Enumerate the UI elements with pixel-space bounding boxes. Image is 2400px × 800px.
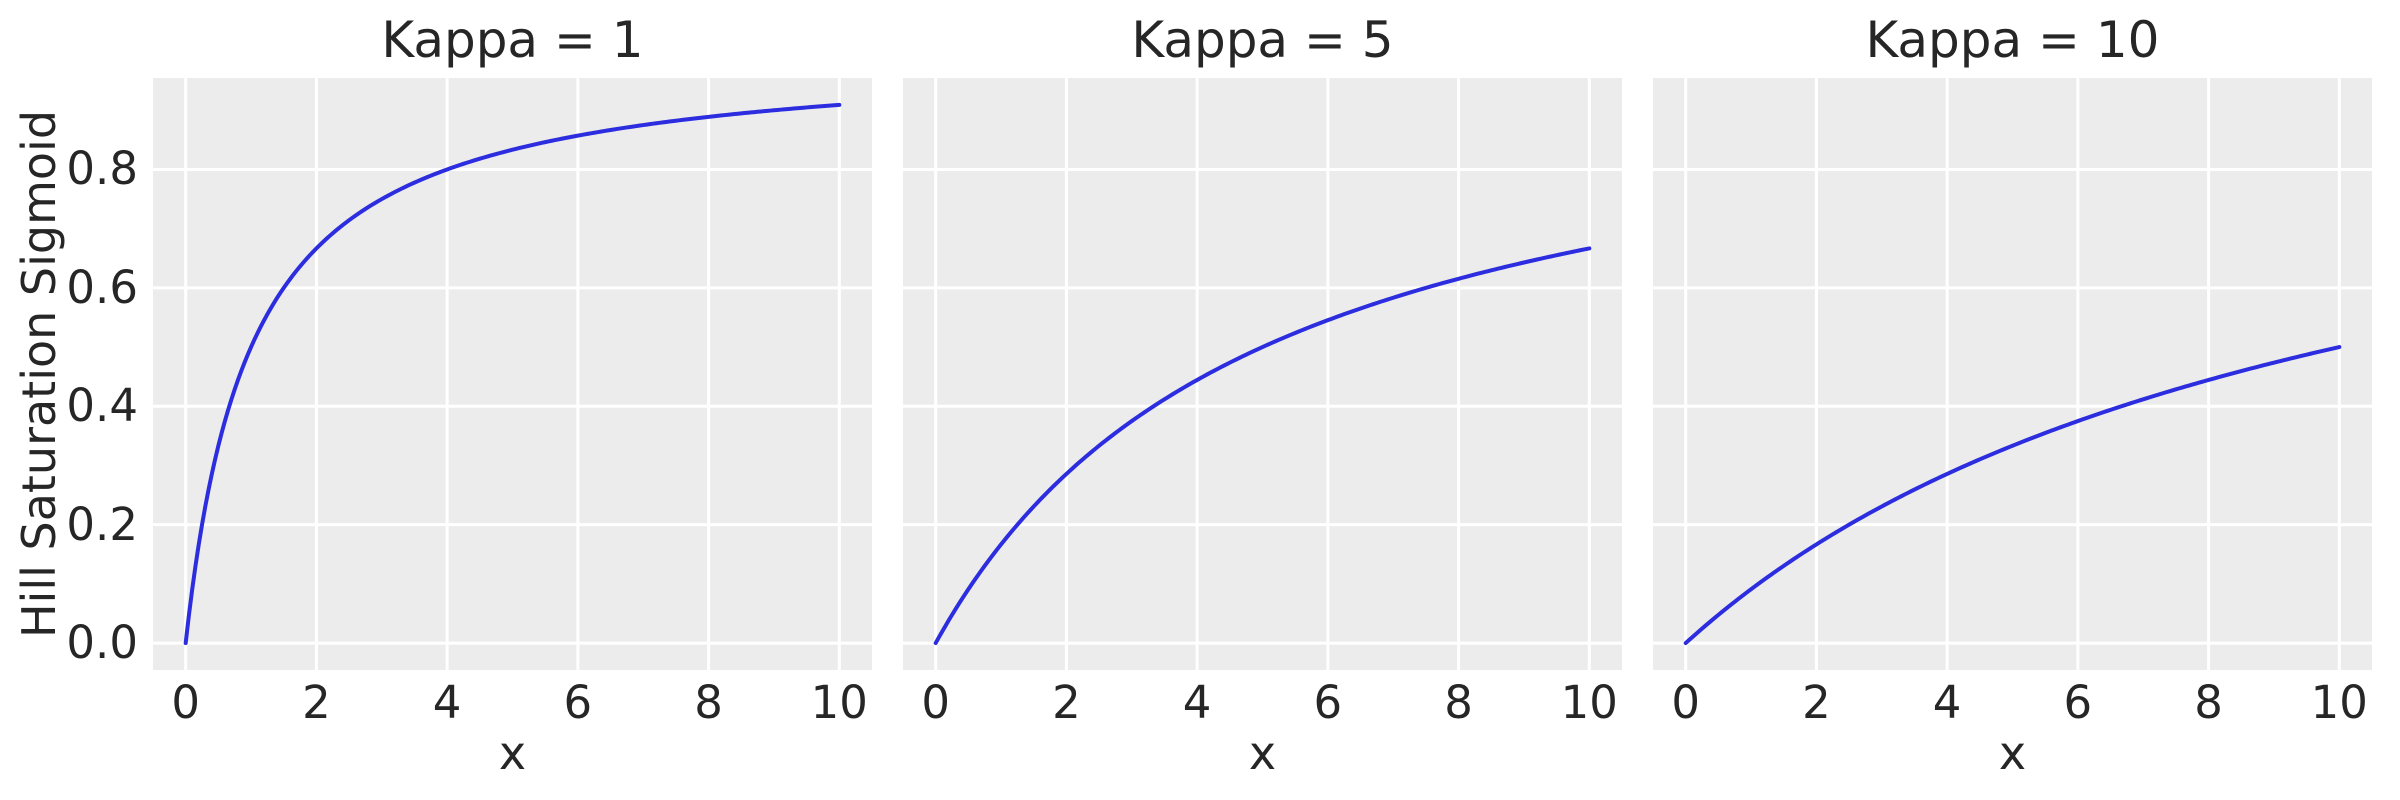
- y-tick-label: 0.2: [66, 497, 138, 551]
- y-tick-label: 0.8: [66, 142, 138, 196]
- plot-area-kappa-10: [1653, 78, 2372, 670]
- y-tick-label: 0.0: [66, 616, 138, 670]
- hill-saturation-curve: [933, 246, 1592, 646]
- y-tick-label: 0.6: [66, 260, 138, 314]
- x-tick-label: 4: [1932, 676, 1962, 729]
- x-tick-label: 0: [921, 676, 950, 729]
- hill-saturation-curve: [183, 102, 842, 646]
- x-tick-label: 10: [2310, 676, 2368, 729]
- x-tick-label: 4: [1182, 676, 1212, 729]
- x-tick-label: 8: [694, 676, 723, 729]
- x-tick-label: 0: [171, 676, 200, 729]
- x-tick-label: 6: [563, 676, 593, 729]
- hill-curve-chart-kappa-1: [153, 78, 872, 670]
- hill-curve-chart-kappa-10: [1653, 78, 2372, 670]
- x-tick-label: 8: [2194, 676, 2223, 729]
- subplot-title-kappa-5: Kappa = 5: [1131, 11, 1394, 69]
- subplot-title-kappa-1: Kappa = 1: [381, 11, 644, 69]
- hill-saturation-curve: [1683, 345, 2342, 646]
- x-tick-label: 10: [810, 676, 868, 729]
- plot-area-kappa-5: [903, 78, 1622, 670]
- x-tick-label: 0: [1671, 676, 1700, 729]
- x-tick-label: 6: [1313, 676, 1343, 729]
- x-tick-label: 8: [1444, 676, 1473, 729]
- x-tick-label: 4: [432, 676, 462, 729]
- x-axis-label: x: [498, 726, 527, 780]
- x-tick-label: 2: [1052, 676, 1081, 729]
- hill-curve-chart-kappa-5: [903, 78, 1622, 670]
- x-tick-label: 2: [1802, 676, 1831, 729]
- x-tick-label: 6: [2063, 676, 2093, 729]
- x-tick-label: 2: [302, 676, 331, 729]
- x-tick-label: 10: [1560, 676, 1618, 729]
- y-tick-label: 0.4: [66, 379, 138, 433]
- subplot-title-kappa-10: Kappa = 10: [1865, 11, 2160, 69]
- x-axis-label: x: [1248, 726, 1277, 780]
- x-axis-label: x: [1998, 726, 2027, 780]
- plot-area-kappa-1: [153, 78, 872, 670]
